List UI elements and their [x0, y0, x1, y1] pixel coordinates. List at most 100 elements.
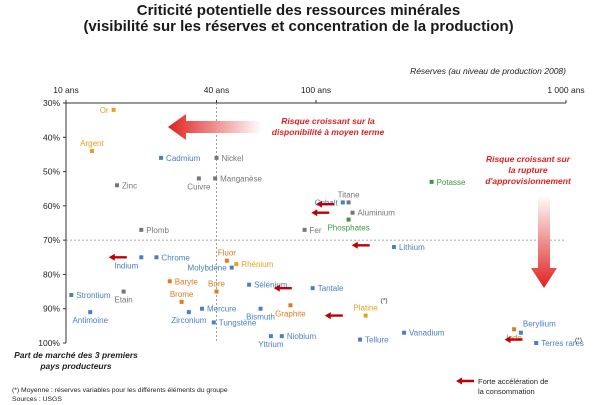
legend-arrow-icon: [456, 377, 474, 385]
point-label-selenium: Sélénium: [254, 281, 288, 290]
footnote: (*) Moyenne : réserves variables pour le…: [12, 387, 228, 394]
point-zirconium: [186, 310, 191, 315]
point-label-cadmium: Cadmium: [166, 154, 201, 163]
point-label-fluor: Fluor: [218, 249, 237, 258]
point-label-rhenium: Rhénium: [241, 260, 273, 269]
y-tick-label: 80%: [43, 269, 60, 279]
acceleration-arrow: [311, 209, 330, 217]
point-niobium: [279, 334, 284, 339]
point-baryte: [167, 279, 172, 284]
point-label-bore: Bore: [208, 280, 225, 289]
acceleration-arrow: [273, 284, 292, 292]
point-label-argent: Argent: [80, 139, 104, 148]
point-label-nickel: Nickel: [222, 154, 244, 163]
x-tick-label: 40 ans: [204, 85, 230, 95]
risk-right-label: la rupture: [508, 165, 547, 175]
risk-right-label: Risque croissant sur: [486, 154, 571, 164]
point-lithium: [391, 245, 396, 249]
point-manganese: [213, 176, 218, 181]
point-cuivre: [196, 176, 201, 181]
point-tungstene: [211, 320, 216, 325]
risk-down-arrow: [531, 195, 557, 288]
point-iode: [512, 327, 517, 332]
risk-right-label: d'approvisionnement: [485, 176, 572, 186]
point-label-iode: Iode: [506, 333, 522, 342]
point-label-molybdene: Molybdène: [188, 264, 228, 273]
point-label-terres-rares: Terres rares: [541, 339, 584, 348]
y-tick-label: 40%: [43, 132, 60, 142]
point-mercure: [200, 306, 205, 311]
point-label-mercure: Mercure: [207, 305, 237, 314]
point-bore: [214, 289, 219, 294]
page-subtitle: (visibilité sur les réserves et concentr…: [83, 18, 514, 35]
point-tellure: [358, 337, 363, 342]
point-label-cuivre: Cuivre: [187, 182, 211, 191]
point-chrome: [154, 255, 159, 260]
point-antimoine: [88, 310, 93, 315]
legend-arrow-label: la consommation: [478, 387, 535, 396]
risk-left-label: disponibilité à moyen terme: [272, 127, 385, 137]
point-label-phosphates: Phosphates: [327, 224, 369, 233]
point-selenium: [247, 282, 252, 287]
acceleration-arrow: [315, 200, 334, 208]
y-tick-label: 70%: [43, 235, 60, 245]
point-phosphates: [346, 217, 351, 222]
point-label-tungstene: Tungstène: [219, 318, 257, 327]
point-label-indium: Indium: [114, 261, 138, 270]
point-label-etain: Etain: [114, 296, 132, 305]
point-terres-rares: [534, 341, 539, 345]
point-label-lithium: Lithium: [399, 243, 425, 252]
point-or: [111, 107, 116, 112]
point-label-or: Or: [100, 106, 109, 115]
point-label-brome: Brome: [170, 290, 194, 299]
point-potasse: [429, 179, 434, 184]
x-tick-label: 10 ans: [53, 85, 79, 95]
y-tick-label: 50%: [43, 167, 60, 177]
point-label-graphite: Graphite: [275, 309, 306, 318]
point-nickel: [214, 155, 219, 160]
point-fer: [302, 227, 307, 232]
terres-footnote-mark: (*): [575, 337, 582, 344]
y-tick-label: 90%: [43, 304, 60, 314]
point-label-potasse: Potasse: [437, 178, 466, 187]
point-graphite: [288, 303, 293, 308]
point-label-zinc: Zinc: [122, 181, 137, 190]
y-axis-title: pays producteurs: [39, 361, 112, 371]
point-label-platine: Platine: [353, 304, 378, 313]
point-label-titane: Titane: [338, 190, 360, 199]
point-label-bismuth: Bismuth: [246, 313, 275, 322]
y-axis-title: Part de marché des 3 premiers: [14, 350, 138, 360]
platine-footnote-mark: (*): [381, 298, 388, 305]
y-tick-label: 100%: [38, 338, 60, 348]
point-label-tantale: Tantale: [318, 284, 344, 293]
point-etain: [121, 289, 126, 294]
point-label-baryte: Baryte: [175, 277, 199, 286]
point-label-tellure: Tellure: [365, 336, 389, 345]
acceleration-arrow: [351, 241, 370, 249]
x-tick-label: 1 000 ans: [547, 85, 584, 95]
point-label-antimoine: Antimoine: [72, 316, 108, 325]
point-label-vanadium: Vanadium: [409, 329, 445, 338]
point-molybdene: [229, 265, 234, 270]
point-plomb: [139, 227, 144, 232]
point-label-yttrium: Yttrium: [258, 340, 284, 349]
point-brome: [179, 299, 184, 304]
point-label-chrome: Chrome: [161, 253, 190, 262]
y-tick-label: 30%: [43, 98, 60, 108]
risk-left-arrow: [168, 114, 262, 140]
acceleration-arrow: [504, 336, 523, 344]
point-label-manganese: Manganèse: [220, 174, 262, 183]
legend-arrow-label: Forte accélération de: [478, 377, 548, 386]
point-indium: [139, 255, 144, 260]
point-bismuth: [258, 306, 263, 311]
point-cobalt: [340, 200, 345, 205]
point-label-plomb: Plomb: [146, 226, 169, 235]
point-label-fer: Fer: [310, 226, 322, 235]
x-tick-label: 100 ans: [301, 85, 331, 95]
point-rhenium: [234, 262, 239, 267]
point-label-cobalt: Cobalt: [315, 198, 339, 207]
point-aluminium: [350, 210, 355, 215]
point-label-strontium: Strontium: [76, 291, 111, 300]
point-label-beryllium: Beryllium: [523, 320, 556, 329]
